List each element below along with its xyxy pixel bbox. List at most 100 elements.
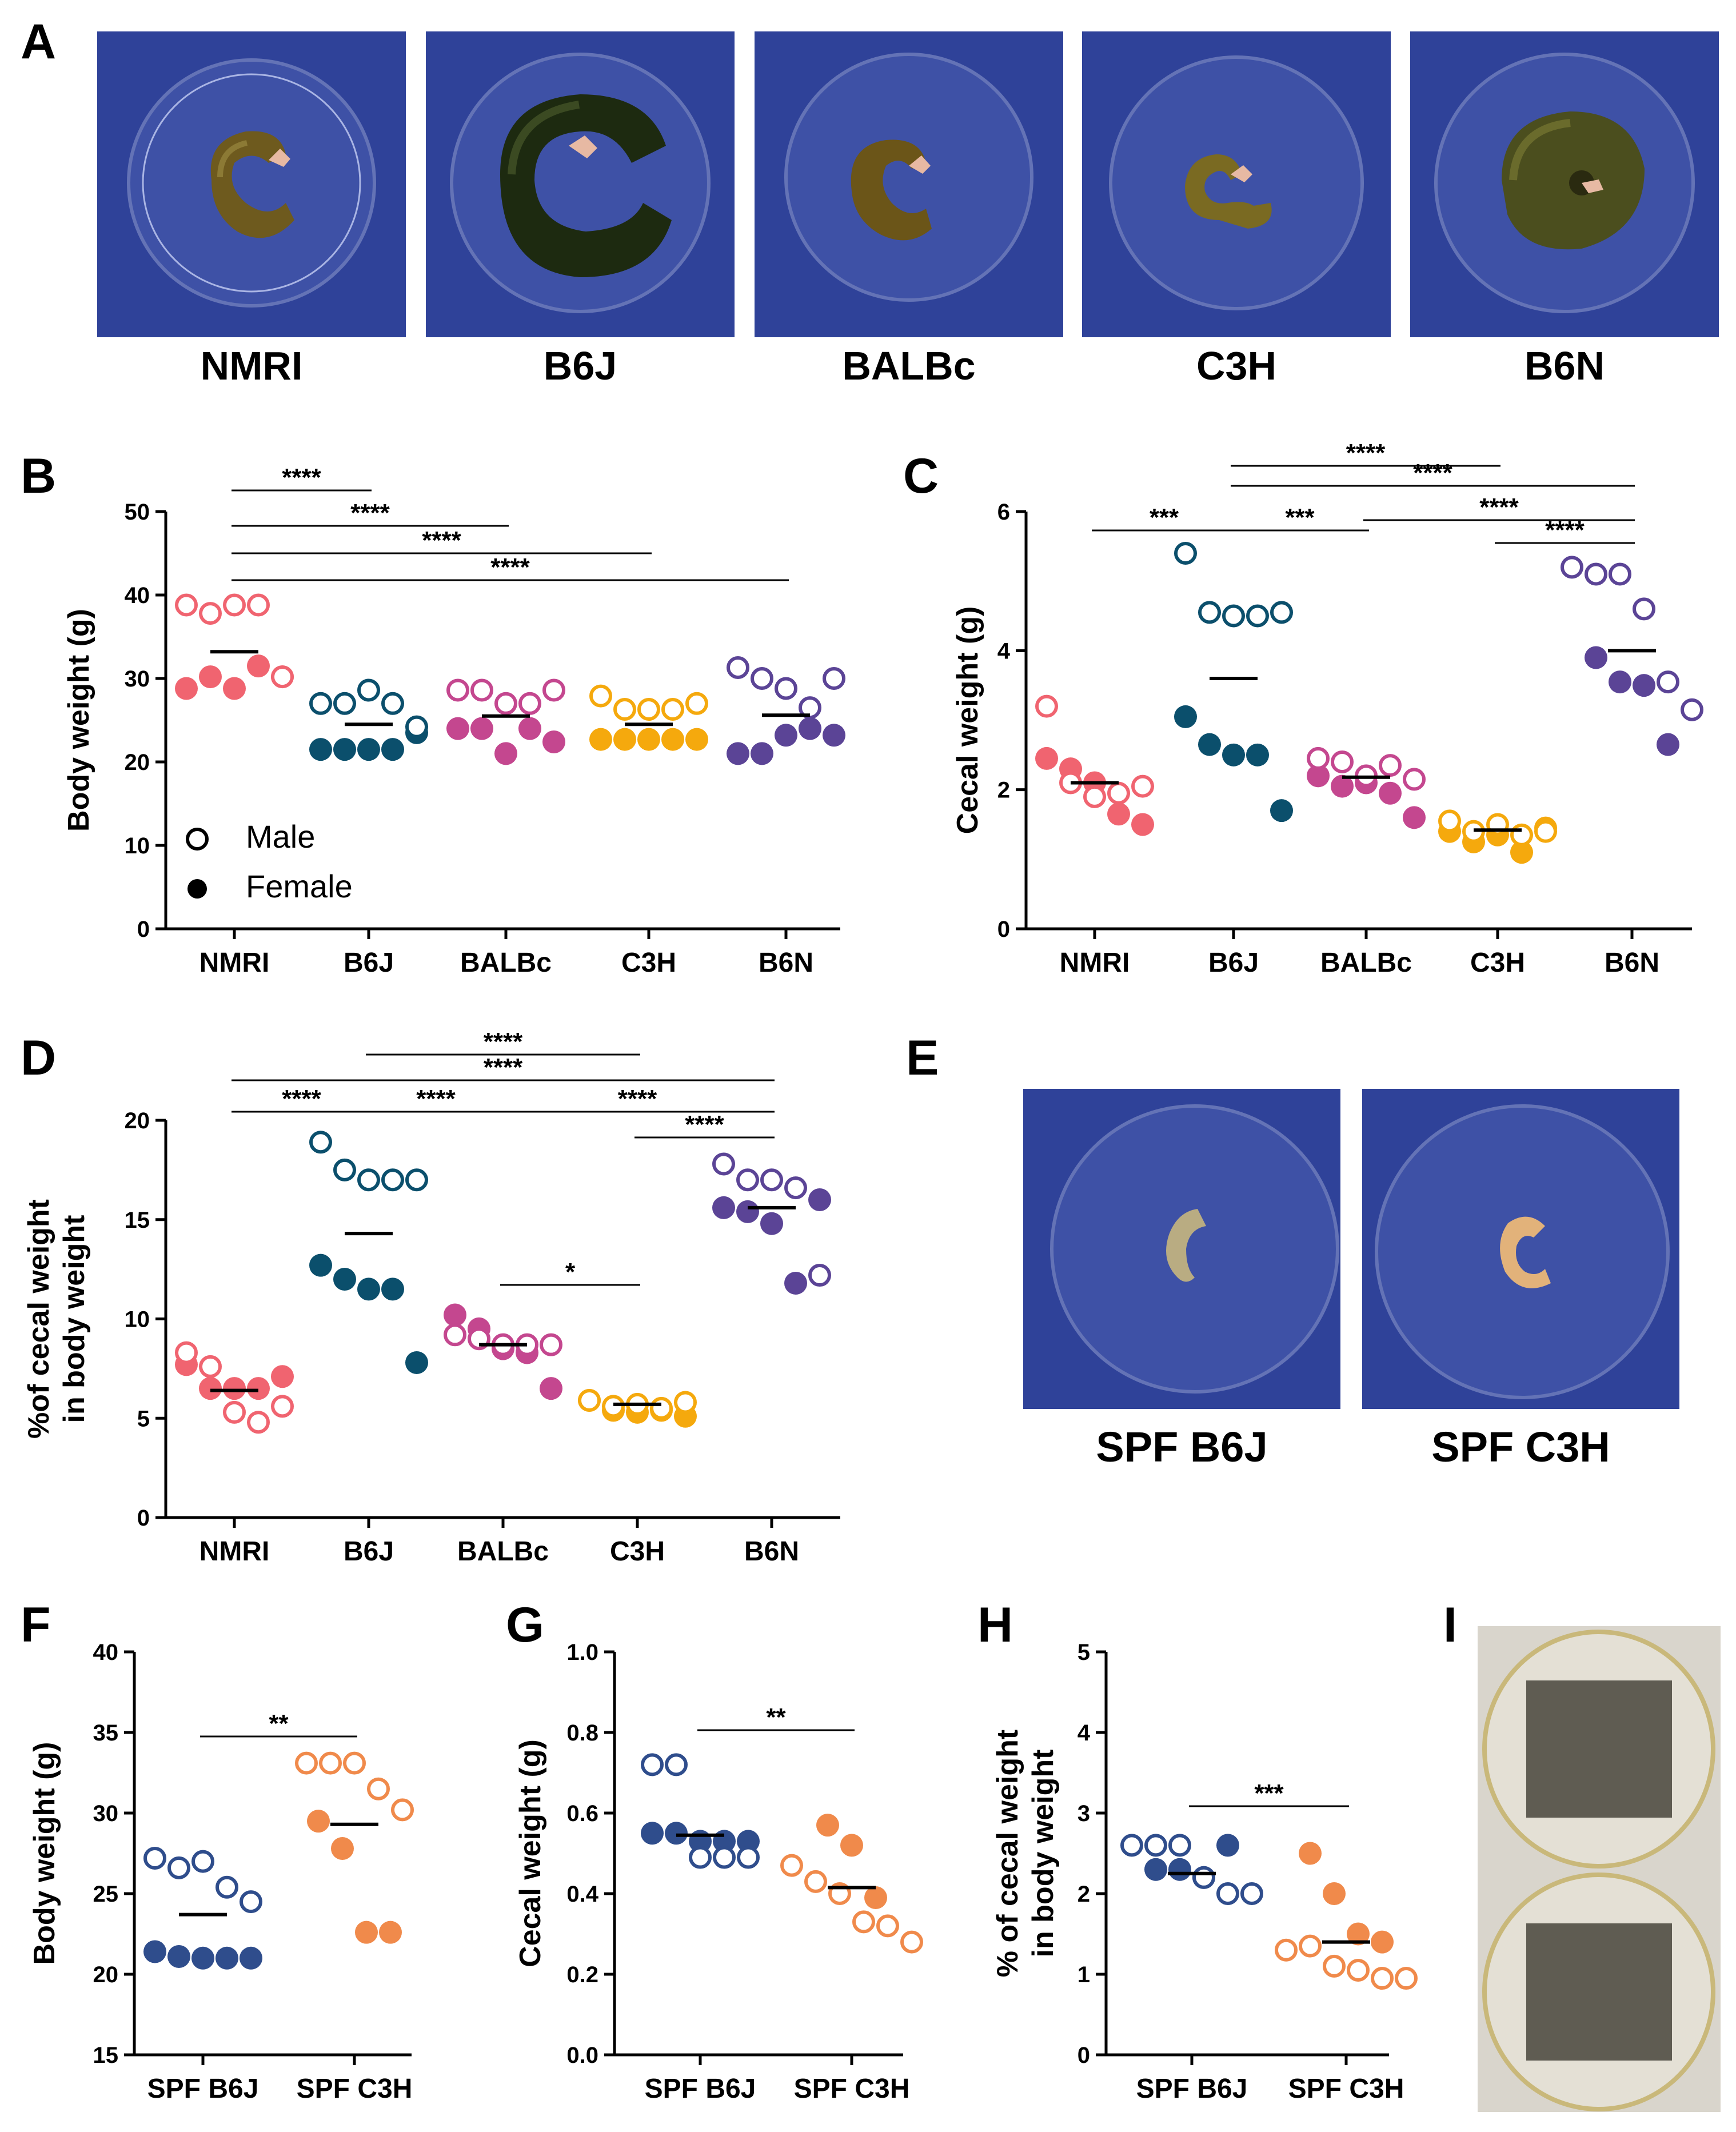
female-point bbox=[307, 1810, 330, 1833]
y-tick-label: 10 bbox=[125, 833, 150, 859]
male-point bbox=[674, 1391, 697, 1414]
x-tick-label: B6N bbox=[759, 948, 813, 978]
panel-letter-h: H bbox=[977, 1598, 1013, 1652]
panel-letter-a: A bbox=[21, 14, 57, 69]
male-point bbox=[1609, 562, 1631, 586]
y-tick-label: 40 bbox=[125, 583, 150, 608]
y-tick-label: 0.4 bbox=[566, 1882, 598, 1907]
female-point bbox=[331, 1837, 354, 1860]
female-point bbox=[1609, 670, 1631, 694]
male-point bbox=[751, 667, 773, 690]
female-point bbox=[589, 728, 612, 751]
female-point bbox=[470, 717, 493, 740]
female-point bbox=[816, 1814, 839, 1837]
male-point bbox=[1347, 1958, 1370, 1982]
male-point bbox=[295, 1751, 318, 1775]
male-point bbox=[357, 1168, 380, 1192]
male-point bbox=[876, 1914, 899, 1938]
female-point bbox=[1131, 813, 1154, 836]
female-point bbox=[199, 1377, 222, 1400]
male-point bbox=[470, 678, 493, 702]
y-tick-label: 0 bbox=[1077, 2043, 1090, 2068]
y-tick-label: 1.0 bbox=[566, 1640, 598, 1665]
significance-label: **** bbox=[422, 526, 461, 554]
y-tick-label: 0 bbox=[997, 917, 1010, 942]
male-point bbox=[1083, 785, 1106, 808]
female-point bbox=[494, 742, 517, 765]
male-point bbox=[1174, 542, 1197, 565]
panel-letter-e: E bbox=[906, 1031, 939, 1085]
x-tick-label: SPF B6J bbox=[147, 2074, 259, 2104]
male-point bbox=[446, 678, 469, 702]
filter-paper-photo bbox=[1478, 1626, 1721, 2112]
female-point bbox=[1585, 646, 1607, 669]
legend-male-marker bbox=[186, 828, 209, 851]
female-point bbox=[1174, 705, 1197, 728]
male-point bbox=[736, 1168, 759, 1192]
y-tick-label: 30 bbox=[93, 1801, 119, 1826]
male-point bbox=[1270, 601, 1293, 624]
female-point bbox=[808, 1188, 831, 1211]
female-point bbox=[271, 1365, 294, 1388]
female-point bbox=[355, 1921, 378, 1944]
female-point bbox=[223, 1377, 246, 1400]
significance-label: **** bbox=[282, 1085, 321, 1113]
male-point bbox=[661, 698, 684, 721]
female-point bbox=[1107, 803, 1130, 826]
legend-male-label: Male bbox=[246, 819, 315, 855]
male-point bbox=[712, 1152, 735, 1176]
female-point bbox=[1270, 799, 1293, 823]
y-tick-label: 20 bbox=[125, 1108, 150, 1133]
male-point bbox=[1681, 698, 1703, 721]
significance-label: **** bbox=[350, 499, 390, 527]
female-point bbox=[1222, 743, 1245, 766]
panel-letter-f: F bbox=[21, 1598, 51, 1652]
male-point bbox=[1561, 556, 1583, 579]
y-axis-label: %of cecal weightin body weight bbox=[22, 1199, 91, 1439]
y-tick-label: 50 bbox=[125, 500, 150, 525]
y-tick-label: 15 bbox=[125, 1208, 150, 1233]
male-point bbox=[1307, 746, 1330, 770]
female-point bbox=[333, 738, 356, 761]
female-point bbox=[1510, 841, 1533, 864]
x-tick-label: NMRI bbox=[199, 1536, 270, 1567]
male-point bbox=[1198, 601, 1221, 624]
y-axis-label: Cecal weight (g) bbox=[514, 1739, 547, 1967]
female-point bbox=[309, 738, 332, 761]
male-point bbox=[780, 1854, 803, 1877]
female-point bbox=[1347, 1922, 1370, 1946]
male-point bbox=[1120, 1834, 1143, 1857]
x-tick-label: SPF B6J bbox=[1136, 2074, 1248, 2104]
male-point bbox=[727, 656, 749, 680]
y-tick-label: 30 bbox=[125, 666, 150, 692]
y-tick-label: 35 bbox=[93, 1720, 119, 1746]
female-point bbox=[333, 1268, 356, 1291]
male-point bbox=[223, 593, 246, 617]
y-axis-label: % of cecal weightin body weight bbox=[991, 1730, 1060, 1977]
legend-female-marker bbox=[187, 879, 207, 899]
male-point bbox=[799, 696, 821, 720]
cecum-photo-balbc bbox=[755, 31, 1063, 337]
male-point bbox=[1395, 1967, 1418, 1990]
significance-label: ** bbox=[766, 1703, 786, 1731]
photo-label-b6n: B6N bbox=[1524, 344, 1605, 388]
female-point bbox=[199, 665, 222, 689]
male-point bbox=[199, 1355, 222, 1378]
male-point bbox=[823, 667, 845, 690]
female-point bbox=[1168, 1858, 1191, 1881]
female-point bbox=[736, 1200, 759, 1223]
female-point bbox=[1299, 1842, 1322, 1865]
male-point bbox=[760, 1168, 783, 1192]
male-point bbox=[1240, 1882, 1263, 1905]
y-tick-label: 0 bbox=[137, 917, 150, 942]
female-point bbox=[641, 1822, 664, 1845]
male-point bbox=[215, 1875, 238, 1899]
male-point bbox=[1222, 604, 1245, 628]
female-point bbox=[1633, 674, 1655, 697]
male-point bbox=[784, 1176, 807, 1200]
y-tick-label: 10 bbox=[125, 1307, 150, 1332]
female-point bbox=[685, 728, 708, 751]
female-point bbox=[518, 717, 541, 740]
male-point bbox=[665, 1753, 688, 1776]
